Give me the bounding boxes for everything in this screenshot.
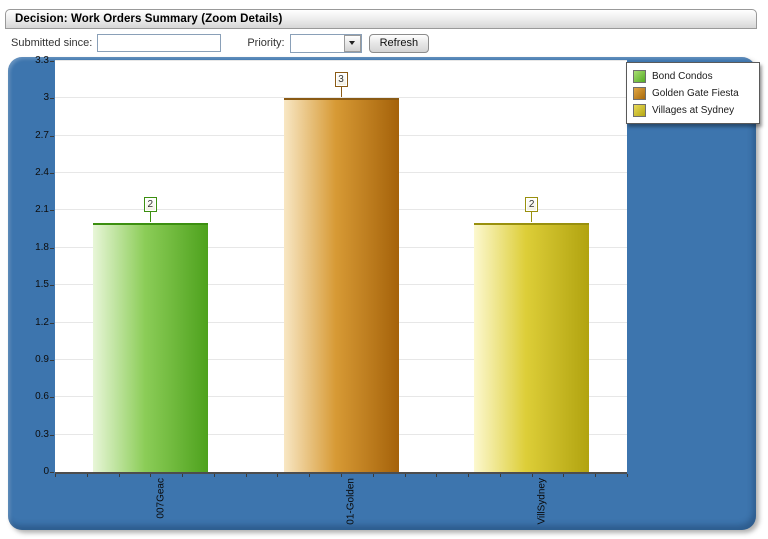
x-axis-tick xyxy=(150,474,152,477)
y-axis-tick xyxy=(50,98,54,100)
y-axis-label: 2.7 xyxy=(35,129,49,141)
x-axis-tick xyxy=(531,474,533,477)
x-axis-tick xyxy=(245,474,247,477)
legend-item: Villages at Sydney xyxy=(633,102,753,119)
x-axis-label: 007Geac xyxy=(155,478,167,519)
value-callout-stem xyxy=(149,211,151,222)
x-axis-tick xyxy=(341,474,342,477)
legend-item: Bond Condos xyxy=(633,68,753,85)
plot-area: 2 3 2 xyxy=(55,60,627,474)
value-callout: 2 xyxy=(143,196,157,212)
y-axis-tick xyxy=(50,61,54,62)
gridline xyxy=(55,60,627,61)
bar-007Geac[interactable] xyxy=(92,222,208,472)
x-axis-tick xyxy=(404,474,406,477)
legend-label: Bond Condos xyxy=(652,71,713,82)
y-axis-label: 1.5 xyxy=(35,279,49,291)
y-axis-label: 0 xyxy=(43,466,49,477)
x-axis-tick xyxy=(277,474,279,477)
y-axis-tick xyxy=(50,472,54,473)
x-axis-tick xyxy=(372,474,374,477)
x-axis-tick xyxy=(118,474,120,477)
priority-select[interactable] xyxy=(289,33,362,53)
y-axis-tick xyxy=(50,135,54,137)
page-title: Decision: Work Orders Summary (Zoom Deta… xyxy=(15,13,283,25)
x-axis-tick xyxy=(499,474,501,477)
y-axis-label: 0.6 xyxy=(35,391,49,403)
refresh-button[interactable]: Refresh xyxy=(368,33,430,53)
value-callout: 2 xyxy=(525,196,539,212)
x-axis-label: VillSydney xyxy=(536,478,548,525)
x-axis-tick xyxy=(436,474,438,477)
y-axis-tick xyxy=(50,397,54,399)
x-axis-tick xyxy=(86,474,88,477)
value-callout: 3 xyxy=(334,72,348,88)
priority-label: Priority: xyxy=(247,37,285,49)
legend-label: Golden Gate Fiesta xyxy=(652,88,739,99)
legend-label: Villages at Sydney xyxy=(652,105,735,116)
y-axis-label: 0.3 xyxy=(35,428,49,440)
y-axis-label: 2.1 xyxy=(35,204,49,216)
x-axis-tick xyxy=(627,474,628,477)
x-axis-tick xyxy=(468,474,470,477)
y-axis-label: 2.4 xyxy=(35,167,49,179)
value-callout-stem xyxy=(531,211,533,222)
y-axis-tick xyxy=(50,210,54,212)
legend-swatch xyxy=(633,70,646,83)
legend-item: Golden Gate Fiesta xyxy=(633,85,753,102)
legend-swatch xyxy=(633,87,646,100)
x-axis-tick xyxy=(309,474,311,477)
gridline xyxy=(55,97,627,99)
y-axis-tick xyxy=(50,434,54,436)
y-axis-label: 1.2 xyxy=(35,316,49,328)
x-axis-tick xyxy=(563,474,565,477)
bar-VillSydney[interactable] xyxy=(474,222,590,472)
y-axis-label: 1.8 xyxy=(35,241,49,253)
priority-selected-value xyxy=(291,35,344,52)
y-axis-tick xyxy=(50,173,54,175)
x-axis-label: 01-Golden xyxy=(346,478,357,525)
bar-01-Golden[interactable] xyxy=(283,98,399,472)
submitted-since-input[interactable] xyxy=(97,34,222,52)
chart-panel: 2 3 2 Bond Condos Golden Gate Fiesta Village… xyxy=(8,55,760,530)
y-axis-tick xyxy=(50,322,54,324)
y-axis-tick xyxy=(50,247,54,249)
y-axis-tick xyxy=(50,359,54,361)
y-axis-label: 0.9 xyxy=(35,353,49,365)
y-axis-tick xyxy=(50,285,54,287)
x-axis-tick xyxy=(595,474,597,477)
x-axis-tick xyxy=(55,474,56,477)
x-axis-tick xyxy=(182,474,184,477)
filter-row: Submitted since: Priority: Refresh xyxy=(11,33,430,53)
y-axis-label: 3.3 xyxy=(35,55,49,66)
chart-legend: Bond Condos Golden Gate Fiesta Villages at… xyxy=(626,62,760,124)
submitted-since-label: Submitted since: xyxy=(11,37,93,49)
priority-dropdown-button[interactable] xyxy=(343,34,361,52)
value-callout-stem xyxy=(340,87,342,98)
chevron-down-icon xyxy=(349,41,356,45)
title-bar: Decision: Work Orders Summary (Zoom Deta… xyxy=(5,9,757,29)
legend-swatch xyxy=(633,104,646,117)
x-axis-tick xyxy=(213,474,215,477)
y-axis-label: 3 xyxy=(43,92,49,104)
